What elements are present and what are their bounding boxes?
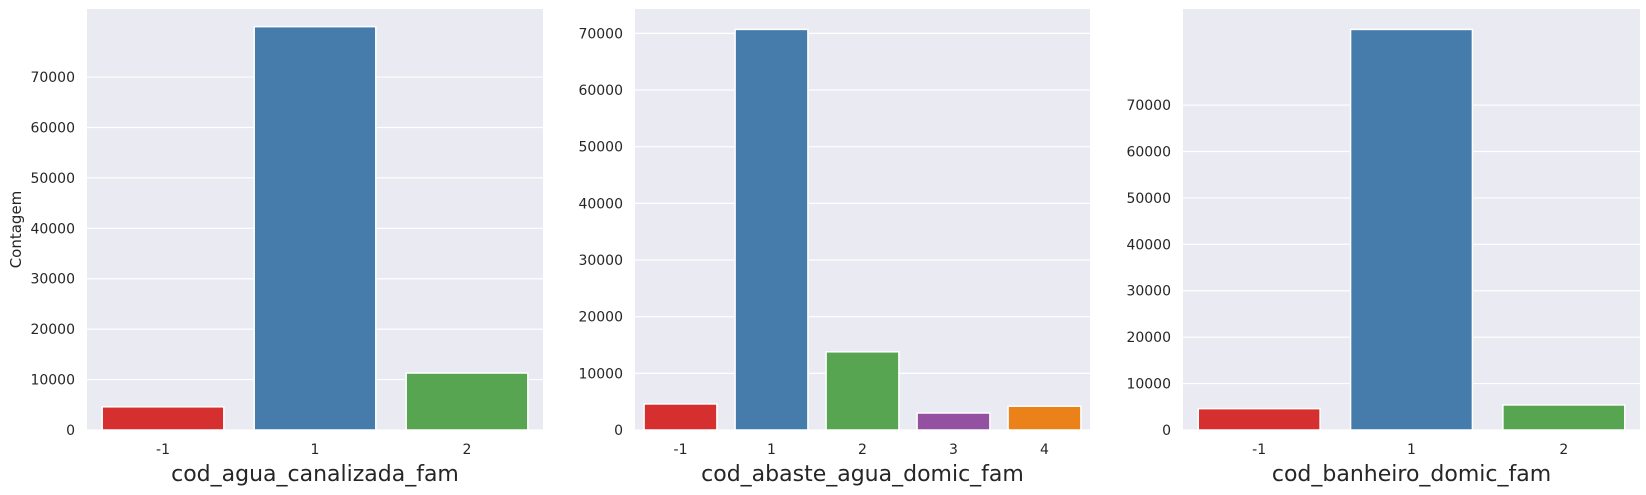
bar bbox=[825, 351, 900, 431]
chart-panel-2: 0 10000 20000 30000 40000 50000 60000 70000 -1 1 2… bbox=[578, 9, 1090, 487]
x-tick-label: 4 bbox=[1040, 442, 1049, 458]
bar bbox=[1197, 407, 1321, 431]
bar bbox=[1349, 28, 1474, 431]
y-tick-label: 10000 bbox=[1126, 377, 1171, 393]
y-tick-label: 10000 bbox=[578, 366, 623, 382]
y-tick-label: 70000 bbox=[578, 26, 623, 42]
x-axis-label: cod_abaste_agua_domic_fam bbox=[701, 462, 1024, 487]
bar bbox=[916, 412, 991, 431]
y-tick-label: 0 bbox=[66, 423, 75, 439]
y-tick-label: 40000 bbox=[1126, 237, 1171, 253]
y-tick-label: 40000 bbox=[578, 196, 623, 212]
y-tick-label: 20000 bbox=[30, 322, 75, 338]
x-tick-label: 1 bbox=[767, 442, 776, 458]
x-tick-label: 1 bbox=[311, 442, 320, 458]
x-tick-label: 1 bbox=[1407, 442, 1416, 458]
y-tick-label: 30000 bbox=[30, 272, 75, 288]
y-tick-label: 0 bbox=[1162, 423, 1171, 439]
y-tick-label: 40000 bbox=[30, 221, 75, 237]
y-tick-label: 60000 bbox=[578, 83, 623, 99]
x-tick-label: -1 bbox=[1252, 442, 1266, 458]
y-tick-label: 70000 bbox=[30, 70, 75, 86]
chart-panel-1: 0 10000 20000 30000 40000 50000 60000 70000 -1 1 2… bbox=[7, 9, 543, 487]
y-tick-label: 30000 bbox=[1126, 284, 1171, 300]
y-tick-label: 30000 bbox=[578, 253, 623, 269]
x-tick-label: -1 bbox=[156, 442, 170, 458]
x-axis-label: cod_banheiro_domic_fam bbox=[1272, 462, 1551, 487]
bar bbox=[253, 25, 377, 431]
y-tick-label: 20000 bbox=[578, 310, 623, 326]
bar bbox=[643, 403, 718, 431]
bar bbox=[734, 28, 809, 431]
x-tick-label: 2 bbox=[858, 442, 867, 458]
bar bbox=[405, 372, 529, 431]
bar bbox=[1007, 405, 1082, 431]
y-tick-label: 60000 bbox=[1126, 144, 1171, 160]
y-tick-label: 70000 bbox=[1126, 98, 1171, 114]
bar bbox=[101, 406, 225, 431]
y-tick-label: 50000 bbox=[30, 171, 75, 187]
y-tick-label: 50000 bbox=[578, 140, 623, 156]
chart-panel-3: 0 10000 20000 30000 40000 50000 60000 70000 -1 1 2… bbox=[1126, 9, 1640, 487]
x-tick-label: 2 bbox=[1559, 442, 1568, 458]
y-tick-label: 60000 bbox=[30, 120, 75, 136]
y-axis-label: Contagem bbox=[7, 191, 25, 269]
x-tick-label: 3 bbox=[949, 442, 958, 458]
y-tick-label: 10000 bbox=[30, 373, 75, 389]
y-tick-label: 0 bbox=[614, 423, 623, 439]
bar bbox=[1502, 404, 1626, 431]
y-tick-label: 50000 bbox=[1126, 191, 1171, 207]
x-tick-label: 2 bbox=[463, 442, 472, 458]
x-tick-label: -1 bbox=[674, 442, 688, 458]
y-tick-label: 20000 bbox=[1126, 330, 1171, 346]
x-axis-label: cod_agua_canalizada_fam bbox=[171, 462, 459, 487]
